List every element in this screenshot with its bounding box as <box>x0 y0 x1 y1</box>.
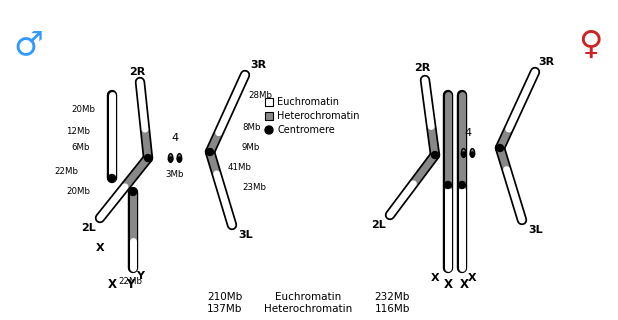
Circle shape <box>431 151 439 158</box>
Circle shape <box>168 157 173 161</box>
Ellipse shape <box>462 148 466 157</box>
Ellipse shape <box>470 148 475 157</box>
Text: 4: 4 <box>171 133 179 143</box>
Text: Heterochromatin: Heterochromatin <box>264 304 352 314</box>
Text: Y: Y <box>126 278 134 292</box>
Text: X: X <box>108 278 117 292</box>
Text: 2R: 2R <box>129 67 145 77</box>
Text: Centromere: Centromere <box>277 125 335 135</box>
Text: 41Mb: 41Mb <box>228 164 252 172</box>
Text: ♀: ♀ <box>578 28 603 61</box>
Text: 22Mb: 22Mb <box>54 167 78 177</box>
Text: Euchromatin: Euchromatin <box>277 97 339 107</box>
Circle shape <box>265 126 273 134</box>
Text: 9Mb: 9Mb <box>242 143 260 153</box>
Text: 8Mb: 8Mb <box>242 124 261 132</box>
FancyBboxPatch shape <box>265 98 273 106</box>
Text: 2R: 2R <box>413 63 430 73</box>
Circle shape <box>177 157 182 161</box>
Ellipse shape <box>168 154 173 163</box>
Text: 3L: 3L <box>238 230 253 240</box>
Text: 3Mb: 3Mb <box>166 170 184 179</box>
Text: 232Mb: 232Mb <box>375 292 410 302</box>
Circle shape <box>496 145 504 151</box>
Text: 22Mb: 22Mb <box>118 277 142 286</box>
Circle shape <box>444 181 452 188</box>
Circle shape <box>470 152 475 156</box>
Text: Euchromatin: Euchromatin <box>275 292 341 302</box>
Circle shape <box>459 181 465 188</box>
Text: 2L: 2L <box>371 220 386 230</box>
Circle shape <box>109 174 116 181</box>
Text: 137Mb: 137Mb <box>207 304 243 314</box>
FancyBboxPatch shape <box>265 112 273 120</box>
Text: Y: Y <box>136 271 144 281</box>
Circle shape <box>145 155 151 162</box>
Text: 116Mb: 116Mb <box>375 304 410 314</box>
Circle shape <box>130 188 137 196</box>
Text: X: X <box>431 273 439 283</box>
Text: 28Mb: 28Mb <box>248 91 272 100</box>
Circle shape <box>462 152 466 156</box>
Text: 2L: 2L <box>80 223 95 233</box>
Text: 3R: 3R <box>538 57 554 67</box>
Text: X: X <box>468 273 476 283</box>
Text: 12Mb: 12Mb <box>66 127 90 137</box>
Text: 3R: 3R <box>250 60 266 70</box>
Ellipse shape <box>177 154 182 163</box>
Text: 20Mb: 20Mb <box>66 188 90 196</box>
Text: X: X <box>444 278 452 292</box>
Text: 6Mb: 6Mb <box>72 143 90 153</box>
Text: 210Mb: 210Mb <box>208 292 243 302</box>
Text: 20Mb: 20Mb <box>71 106 95 115</box>
Text: ♂: ♂ <box>13 28 43 61</box>
Text: 4: 4 <box>465 128 472 138</box>
Text: Heterochromatin: Heterochromatin <box>277 111 360 121</box>
Text: 23Mb: 23Mb <box>242 183 266 193</box>
Text: 3L: 3L <box>528 225 543 235</box>
Text: X: X <box>96 243 104 253</box>
Text: X: X <box>460 278 468 292</box>
Circle shape <box>206 148 213 156</box>
